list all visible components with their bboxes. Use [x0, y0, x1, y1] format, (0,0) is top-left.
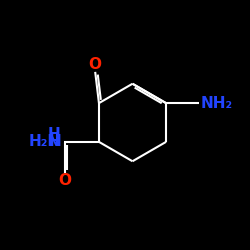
Text: O: O	[89, 58, 102, 72]
Text: H: H	[48, 128, 61, 142]
Text: NH₂: NH₂	[201, 96, 233, 110]
Text: H₂N: H₂N	[29, 134, 61, 150]
Text: H: H	[49, 134, 62, 150]
Text: O: O	[59, 173, 72, 188]
